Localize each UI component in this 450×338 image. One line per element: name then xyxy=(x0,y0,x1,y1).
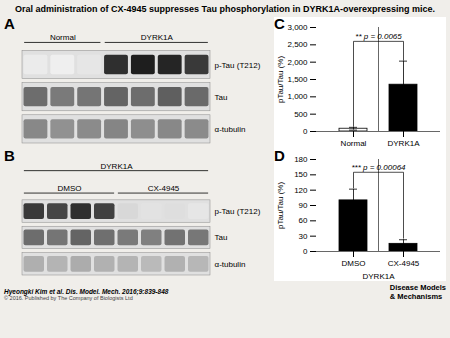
svg-text:pTau/Tau (%): pTau/Tau (%) xyxy=(276,56,285,103)
svg-text:DYRK1A: DYRK1A xyxy=(362,272,395,281)
svg-text:CX-4945: CX-4945 xyxy=(148,184,180,193)
html-text:B: B xyxy=(4,147,15,164)
svg-text:p-Tau (T212): p-Tau (T212) xyxy=(215,61,261,70)
svg-text:1,000: 1,000 xyxy=(287,92,308,101)
svg-text:DMSO: DMSO xyxy=(58,184,82,193)
html-text:Disease Models: Disease Models xyxy=(389,283,446,292)
svg-text:pTau/Tau (%): pTau/Tau (%) xyxy=(276,182,285,229)
svg-text:2,000: 2,000 xyxy=(287,58,308,67)
svg-text:3,000: 3,000 xyxy=(287,23,308,32)
svg-text:DYRK1A: DYRK1A xyxy=(387,139,420,148)
html-text:A: A xyxy=(4,15,15,32)
svg-text:90: 90 xyxy=(299,201,308,210)
svg-text:Normal: Normal xyxy=(341,139,367,148)
html-text:Hyeongki Kim et al. Dis. Model: Hyeongki Kim et al. Dis. Model. Mech. 20… xyxy=(4,288,169,295)
svg-text:DMSO: DMSO xyxy=(342,259,366,268)
svg-text:** p = 0.0065: ** p = 0.0065 xyxy=(355,32,402,41)
html-text:© 2016. Published by The Compa: © 2016. Published by The Company of Biol… xyxy=(4,295,133,301)
svg-text:0: 0 xyxy=(303,247,308,256)
html-text:C: C xyxy=(274,15,285,32)
svg-text:500: 500 xyxy=(294,110,308,119)
svg-text:α-tubulin: α-tubulin xyxy=(215,125,246,134)
svg-text:p-Tau (T212): p-Tau (T212) xyxy=(215,207,261,216)
svg-text:Tau: Tau xyxy=(215,233,228,242)
svg-text:Tau: Tau xyxy=(215,93,228,102)
svg-text:DYRK1A: DYRK1A xyxy=(141,33,174,42)
svg-text:180: 180 xyxy=(294,155,308,164)
html-text:D: D xyxy=(274,147,285,164)
svg-text:1,500: 1,500 xyxy=(287,75,308,84)
svg-text:CX-4945: CX-4945 xyxy=(388,259,420,268)
svg-text:2,500: 2,500 xyxy=(287,40,308,49)
svg-text:0: 0 xyxy=(303,127,308,136)
svg-text:DYRK1A: DYRK1A xyxy=(100,162,133,171)
html-text:Oral administration of CX-4945: Oral administration of CX-4945 suppresse… xyxy=(15,4,435,14)
svg-text:120: 120 xyxy=(294,186,308,195)
svg-text:30: 30 xyxy=(299,232,308,241)
svg-text:150: 150 xyxy=(294,170,308,179)
svg-text:60: 60 xyxy=(299,216,308,225)
svg-text:α-tubulin: α-tubulin xyxy=(215,260,246,269)
svg-text:*** p = 0.00064: *** p = 0.00064 xyxy=(351,163,406,172)
html-text:& Mechanisms: & Mechanisms xyxy=(389,292,443,301)
svg-text:Normal: Normal xyxy=(50,33,76,42)
